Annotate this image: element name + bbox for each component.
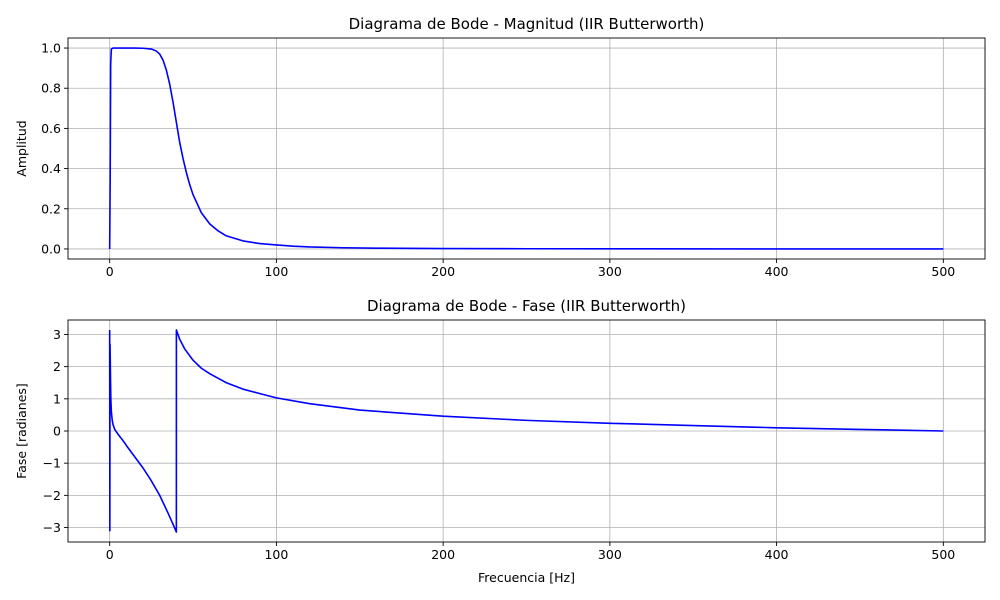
x-tick-label: 0: [106, 547, 114, 562]
x-tick-label: 500: [931, 264, 955, 279]
y-tick-label: −2: [43, 488, 61, 503]
y-tick-label: 1.0: [41, 41, 61, 56]
series-line: [108, 329, 944, 533]
series-line: [108, 47, 944, 250]
axes-frame: [67, 37, 986, 260]
y-tick-label: 0.4: [41, 161, 61, 176]
y-tick-label: 0.2: [41, 201, 61, 216]
chart-title: Diagrama de Bode - Fase (IIR Butterworth…: [367, 297, 686, 315]
x-tick-label: 100: [264, 264, 288, 279]
x-tick-label: 500: [931, 547, 955, 562]
x-tick-label: 300: [598, 547, 622, 562]
y-tick-label: 0.0: [41, 241, 61, 256]
x-tick-label: 400: [765, 264, 789, 279]
x-tick-label: 100: [264, 547, 288, 562]
x-tick-label: 300: [598, 264, 622, 279]
y-tick-label: −1: [43, 456, 61, 471]
y-tick-label: 0: [53, 424, 61, 439]
subplot-1: 0 100 200 300 400 500 0.0 0.2 0.4 0.6 0.8 1.0 Diagra…: [14, 15, 986, 279]
x-tick-label: 0: [106, 264, 114, 279]
x-tick-label: 200: [431, 547, 455, 562]
y-axis-label: Fase [radianes]: [14, 383, 29, 479]
y-tick-label: −3: [43, 520, 61, 535]
x-tick-label: 200: [431, 264, 455, 279]
y-tick-label: 1: [53, 391, 61, 406]
y-tick-label: 2: [53, 359, 61, 374]
y-tick-label: 0.8: [41, 81, 61, 96]
chart-title: Diagrama de Bode - Magnitud (IIR Butterw…: [349, 15, 705, 33]
y-tick-label: 0.6: [41, 121, 61, 136]
y-axis-label: Amplitud: [14, 120, 29, 176]
x-axis-label: Frecuencia [Hz]: [478, 570, 575, 585]
y-tick-label: 3: [53, 327, 61, 342]
x-tick-label: 400: [765, 547, 789, 562]
subplot-2: 0 100 200 300 400 500 −3 −2 −1 0 1 2 3 Diagrama de Bo…: [14, 297, 986, 585]
